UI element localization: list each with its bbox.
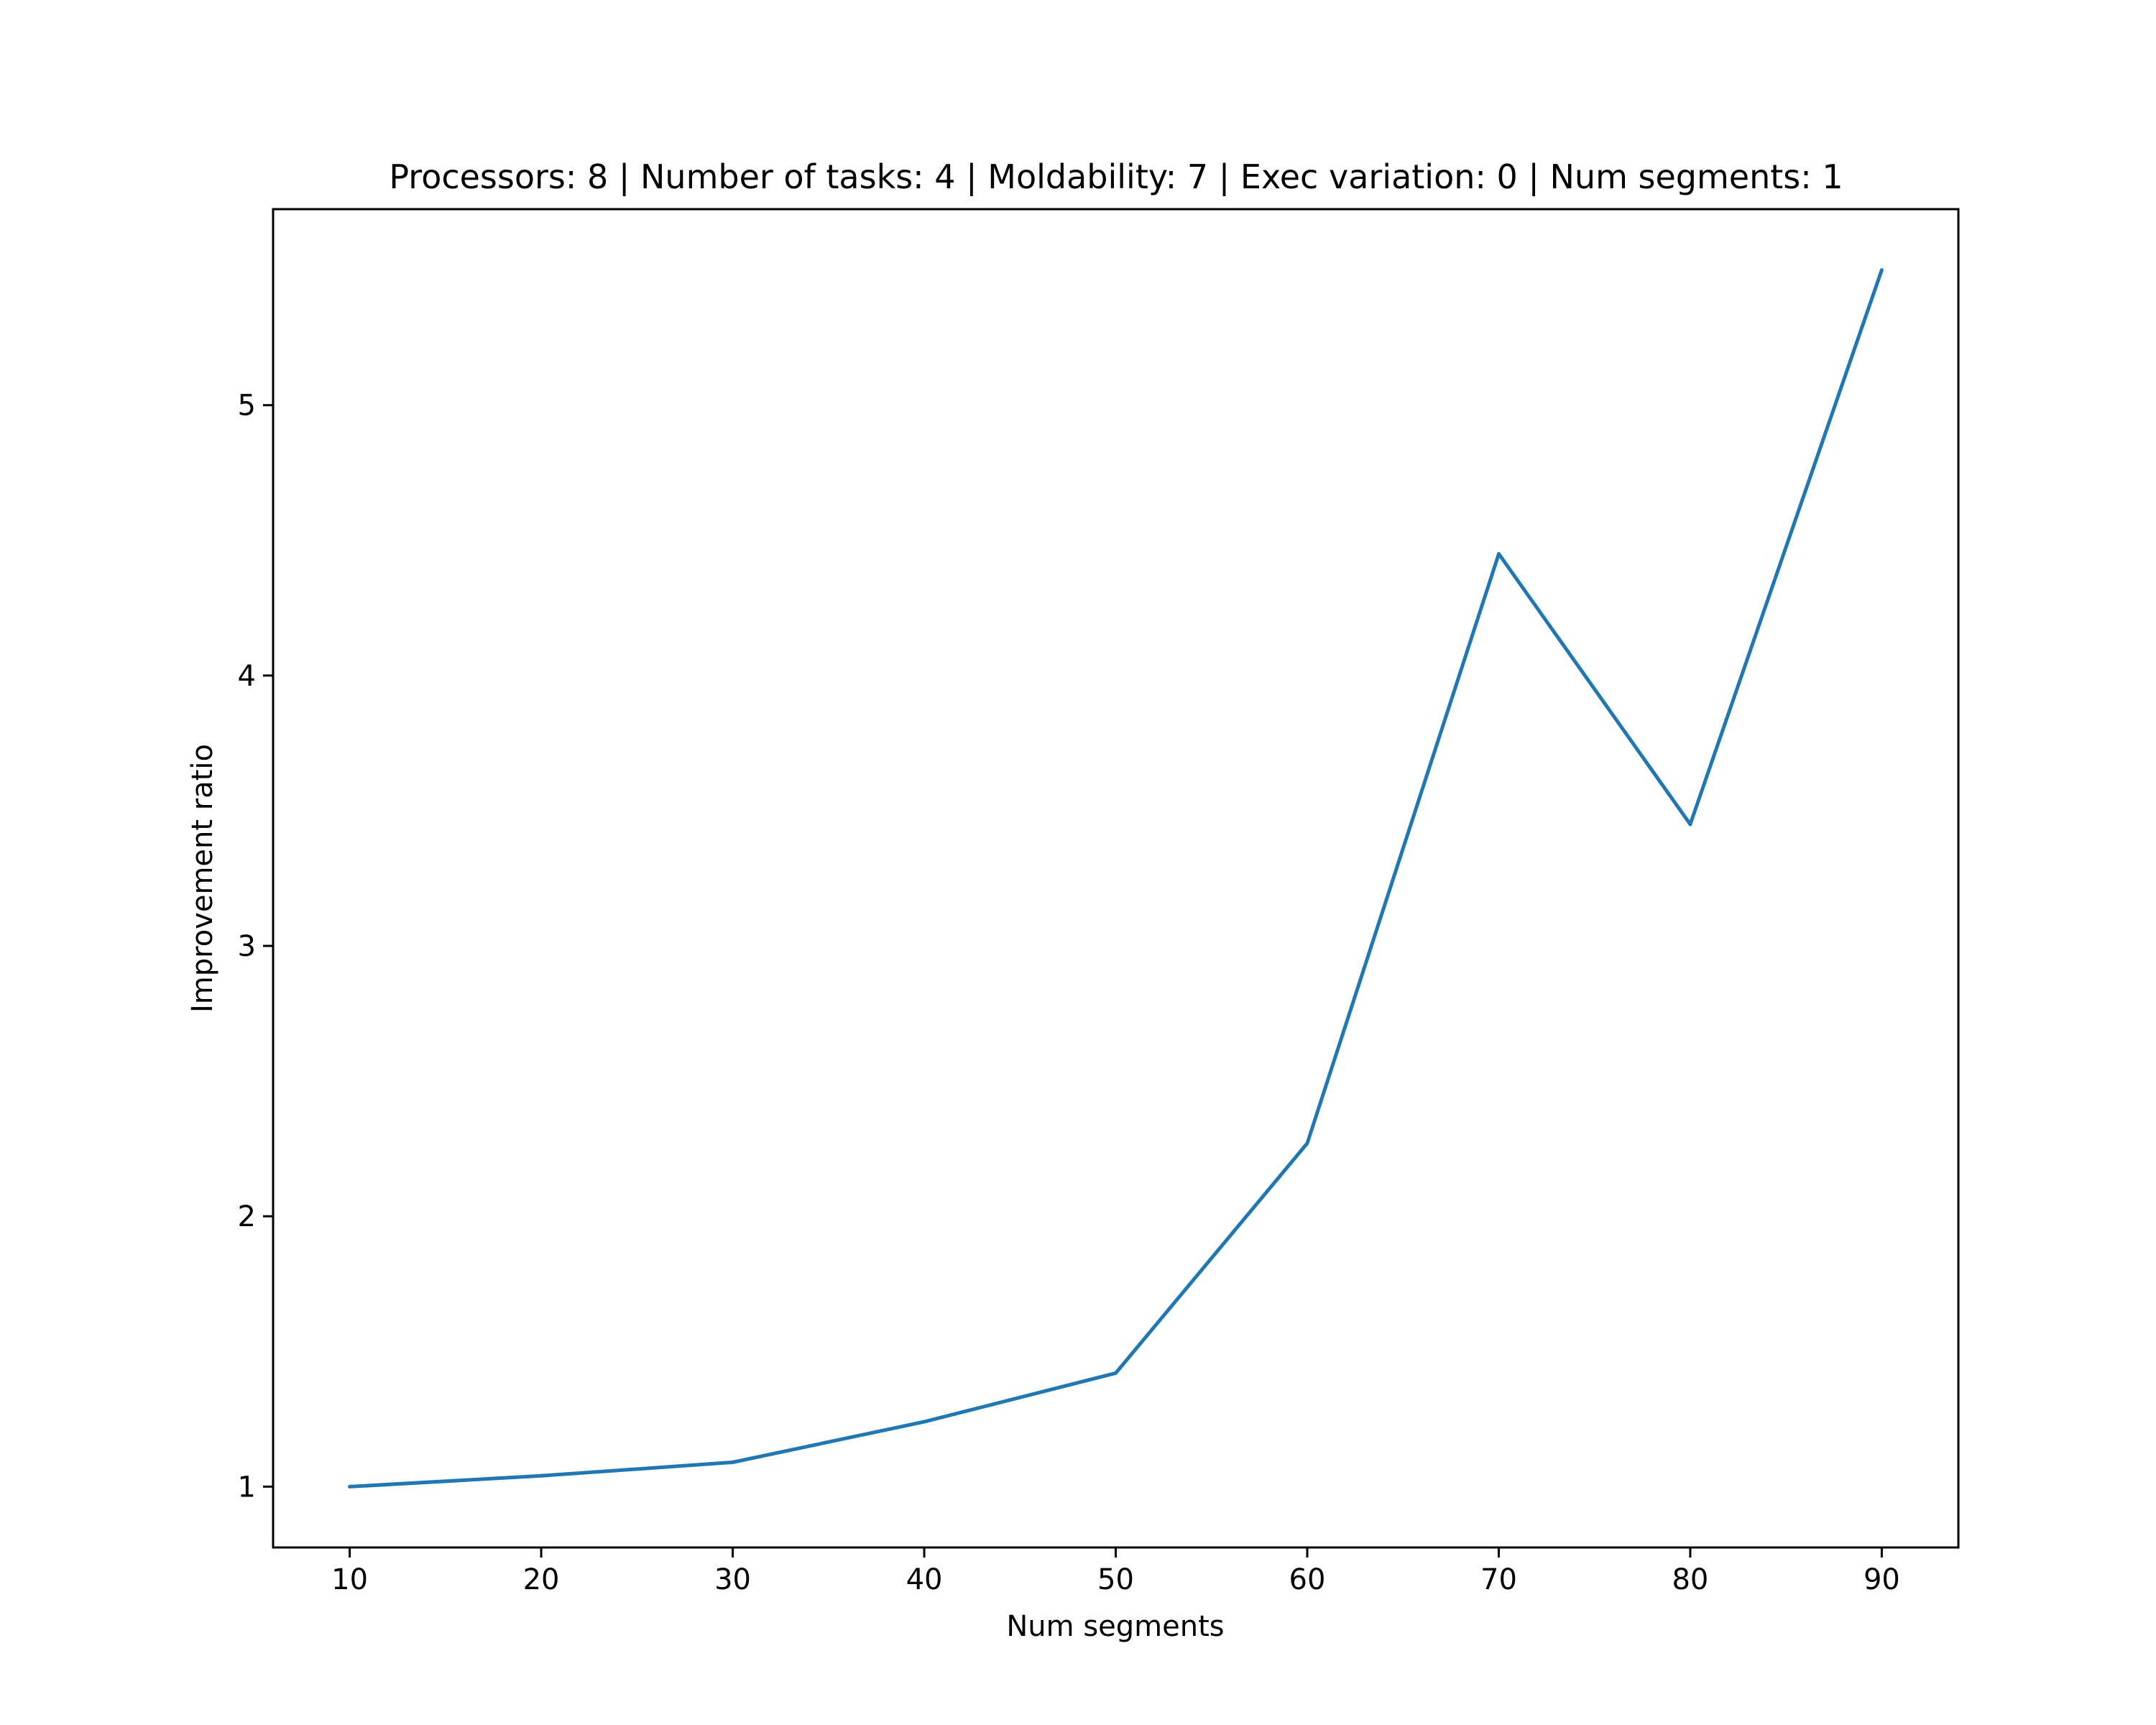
plot-area xyxy=(348,268,1884,1489)
x-tick-label: 90 xyxy=(1864,1563,1900,1596)
y-tick-label: 1 xyxy=(238,1471,256,1504)
chart-title: Processors: 8 | Number of tasks: 4 | Mol… xyxy=(389,157,1843,197)
x-axis: 10 20 30 40 50 60 70 80 90 xyxy=(331,1547,1900,1596)
y-tick-label: 2 xyxy=(238,1200,256,1233)
y-tick-label: 4 xyxy=(238,660,256,693)
data-point xyxy=(922,1420,926,1424)
data-point xyxy=(1114,1371,1118,1375)
data-point xyxy=(1879,268,1884,272)
data-point xyxy=(539,1473,543,1478)
data-point xyxy=(348,1484,352,1489)
y-tick-label: 3 xyxy=(238,930,256,963)
y-axis: 1 2 3 4 5 xyxy=(238,390,273,1504)
y-axis-label: Improvement ratio xyxy=(186,744,219,1013)
x-tick-label: 40 xyxy=(906,1563,943,1596)
x-tick-label: 70 xyxy=(1480,1563,1517,1596)
x-tick-label: 20 xyxy=(523,1563,560,1596)
data-point xyxy=(1497,552,1501,556)
x-tick-label: 10 xyxy=(331,1563,368,1596)
data-point xyxy=(731,1460,734,1464)
x-tick-label: 60 xyxy=(1289,1563,1326,1596)
x-axis-label: Num segments xyxy=(1006,1610,1224,1643)
data-point xyxy=(1305,1141,1309,1146)
y-tick-label: 5 xyxy=(238,390,256,423)
x-tick-label: 80 xyxy=(1672,1563,1708,1596)
x-tick-label: 30 xyxy=(714,1563,751,1596)
x-tick-label: 50 xyxy=(1097,1563,1134,1596)
data-point xyxy=(1688,822,1692,827)
